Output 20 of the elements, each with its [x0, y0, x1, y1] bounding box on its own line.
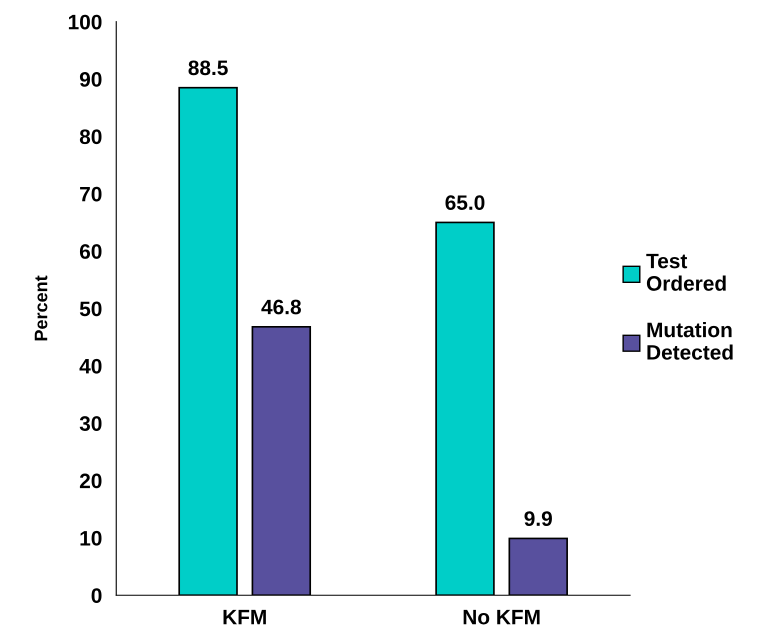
data-label: 65.0: [446, 195, 484, 210]
y-tick-label: 10: [80, 530, 102, 546]
y-tick-label: 30: [80, 416, 102, 431]
y-tick-label: 20: [80, 474, 102, 488]
y-tick-label: 100: [68, 14, 102, 30]
y-axis-title: Percent: [34, 276, 48, 340]
data-label: 9.9: [524, 511, 552, 526]
y-tick-label: 60: [80, 244, 102, 259]
y-tick-label: 70: [80, 186, 102, 202]
x-tick-label: KFM: [224, 610, 266, 624]
y-tick-label: 0: [92, 588, 102, 604]
data-label: 88.5: [188, 60, 228, 76]
legend-label: Test Ordered: [646, 254, 726, 291]
y-tick-label: 50: [80, 301, 102, 316]
data-label: 46.8: [261, 300, 301, 314]
y-tick-label: 90: [80, 72, 102, 87]
legend-label: Mutation Detected: [647, 322, 733, 360]
y-tick-label: 40: [80, 358, 102, 374]
x-tick-label: No KFM: [464, 610, 540, 624]
y-tick-label: 80: [80, 129, 102, 144]
